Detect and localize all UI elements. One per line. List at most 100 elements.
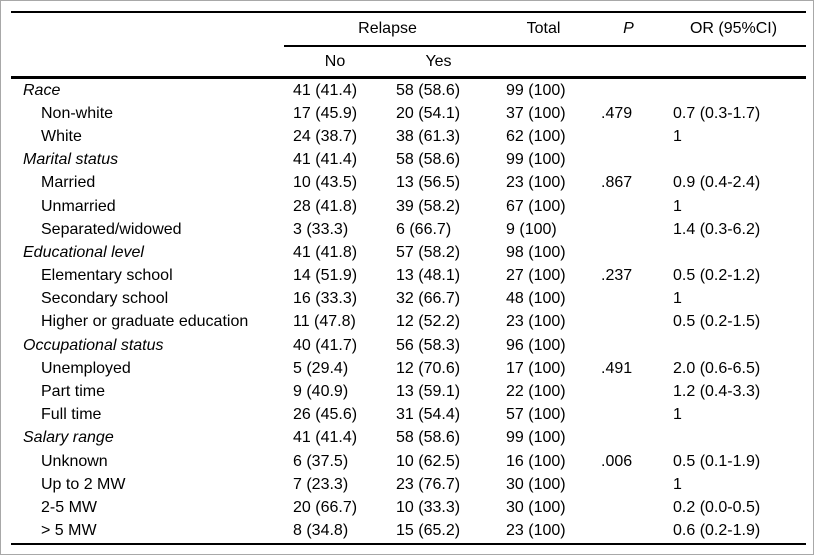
no-cell: 6 (37.5)	[293, 452, 349, 470]
no-cell: 40 (41.7)	[293, 336, 358, 354]
yes-cell: 15 (65.2)	[396, 522, 461, 540]
row-label: 2-5 MW	[41, 498, 97, 516]
p-cell	[596, 125, 661, 148]
yes-cell: 57 (58.2)	[396, 243, 461, 261]
p-cell	[596, 288, 661, 311]
yes-cell: 10 (33.3)	[396, 498, 461, 516]
column-header-p: P	[596, 12, 662, 47]
spacer-cell	[491, 46, 597, 79]
p-cell	[596, 195, 661, 218]
total-cell: 30 (100)	[506, 498, 566, 516]
yes-cell: 39 (58.2)	[396, 197, 461, 215]
row-label: Higher or graduate education	[41, 313, 249, 331]
p-cell: .867	[601, 174, 633, 192]
or-cell	[661, 241, 806, 264]
or-cell: 0.7 (0.3-1.7)	[673, 104, 761, 122]
row-label: Full time	[41, 406, 102, 424]
row-label: Unknown	[41, 452, 108, 470]
or-cell: 0.9 (0.4-2.4)	[673, 174, 761, 192]
no-cell: 3 (33.3)	[293, 220, 349, 238]
header-row-sub: No Yes	[11, 46, 807, 79]
no-cell: 26 (45.6)	[293, 406, 358, 424]
no-cell: 24 (38.7)	[293, 127, 358, 145]
or-cell	[661, 334, 806, 357]
spacer-cell	[596, 46, 662, 79]
p-cell	[596, 78, 661, 103]
or-cell: 0.5 (0.2-1.2)	[673, 267, 761, 285]
column-header-yes: Yes	[386, 46, 492, 79]
no-cell: 14 (51.9)	[293, 267, 358, 285]
table-row-unemployed: Unemployed 5 (29.4) 12 (70.6) 17 (100) .…	[11, 357, 806, 380]
row-label: White	[41, 127, 82, 145]
table-row-unknown: Unknown 6 (37.5) 10 (62.5) 16 (100) .006…	[11, 450, 806, 473]
or-cell: 0.5 (0.2-1.5)	[673, 313, 761, 331]
p-cell: .479	[601, 104, 633, 122]
yes-cell: 58 (58.6)	[396, 151, 461, 169]
total-cell: 23 (100)	[506, 174, 566, 192]
row-label: Non-white	[41, 104, 114, 122]
row-label: Separated/widowed	[41, 220, 182, 238]
yes-cell: 56 (58.3)	[396, 336, 461, 354]
p-cell	[596, 496, 661, 519]
table-row-over-5mw: > 5 MW 8 (34.8) 15 (65.2) 23 (100) 0.6 (…	[11, 520, 806, 544]
row-label: Marital status	[23, 151, 119, 169]
or-cell: 1.4 (0.3-6.2)	[673, 220, 761, 238]
table-row-elementary-school: Elementary school 14 (51.9) 13 (48.1) 27…	[11, 265, 806, 288]
total-cell: 27 (100)	[506, 267, 566, 285]
spacer-cell	[11, 12, 284, 46]
or-cell: 0.2 (0.0-0.5)	[673, 498, 761, 516]
total-cell: 99 (100)	[506, 429, 566, 447]
table-row-married: Married 10 (43.5) 13 (56.5) 23 (100) .86…	[11, 172, 806, 195]
p-cell: .006	[601, 452, 633, 470]
or-cell: 1	[673, 406, 682, 424]
row-label: Elementary school	[41, 267, 173, 285]
row-label: Up to 2 MW	[41, 475, 126, 493]
column-header-relapse: Relapse	[284, 12, 492, 47]
yes-cell: 13 (56.5)	[396, 174, 461, 192]
yes-cell: 13 (59.1)	[396, 383, 461, 401]
table-row-full-time: Full time 26 (45.6) 31 (54.4) 57 (100) 1	[11, 404, 806, 427]
yes-cell: 20 (54.1)	[396, 104, 461, 122]
table-row-race: Race 41 (41.4) 58 (58.6) 99 (100)	[11, 78, 806, 103]
or-cell	[661, 427, 806, 450]
yes-cell: 31 (54.4)	[396, 406, 461, 424]
total-cell: 9 (100)	[506, 220, 557, 238]
total-cell: 57 (100)	[506, 406, 566, 424]
no-cell: 8 (34.8)	[293, 522, 349, 540]
p-cell	[596, 241, 661, 264]
total-cell: 23 (100)	[506, 522, 566, 540]
row-label: > 5 MW	[41, 522, 97, 540]
p-cell: .491	[601, 359, 633, 377]
p-cell	[596, 334, 661, 357]
no-cell: 5 (29.4)	[293, 359, 349, 377]
total-cell: 96 (100)	[506, 336, 566, 354]
column-header-total: Total	[491, 12, 597, 47]
total-cell: 62 (100)	[506, 127, 566, 145]
p-cell	[596, 427, 661, 450]
no-cell: 11 (47.8)	[293, 313, 356, 331]
total-cell: 99 (100)	[506, 151, 566, 169]
or-cell	[661, 149, 806, 172]
row-label: Unemployed	[41, 359, 131, 377]
total-cell: 30 (100)	[506, 475, 566, 493]
table-row-occupational-status: Occupational status 40 (41.7) 56 (58.3) …	[11, 334, 806, 357]
total-cell: 22 (100)	[506, 383, 566, 401]
yes-cell: 38 (61.3)	[396, 127, 461, 145]
header-row-top: Relapse Total P OR (95%CI)	[11, 12, 807, 47]
p-cell	[596, 218, 661, 241]
p-cell	[596, 404, 661, 427]
p-cell	[596, 520, 661, 544]
total-cell: 67 (100)	[506, 197, 566, 215]
or-cell	[661, 78, 806, 103]
spacer-cell	[11, 46, 284, 79]
p-cell	[596, 311, 661, 334]
row-label: Part time	[41, 383, 106, 401]
no-cell: 41 (41.4)	[293, 81, 358, 99]
table-row-higher-education: Higher or graduate education 11 (47.8) 1…	[11, 311, 806, 334]
no-cell: 17 (45.9)	[293, 104, 358, 122]
yes-cell: 58 (58.6)	[396, 429, 461, 447]
no-cell: 41 (41.4)	[293, 429, 358, 447]
or-cell: 1	[673, 290, 682, 308]
yes-cell: 23 (76.7)	[396, 475, 461, 493]
